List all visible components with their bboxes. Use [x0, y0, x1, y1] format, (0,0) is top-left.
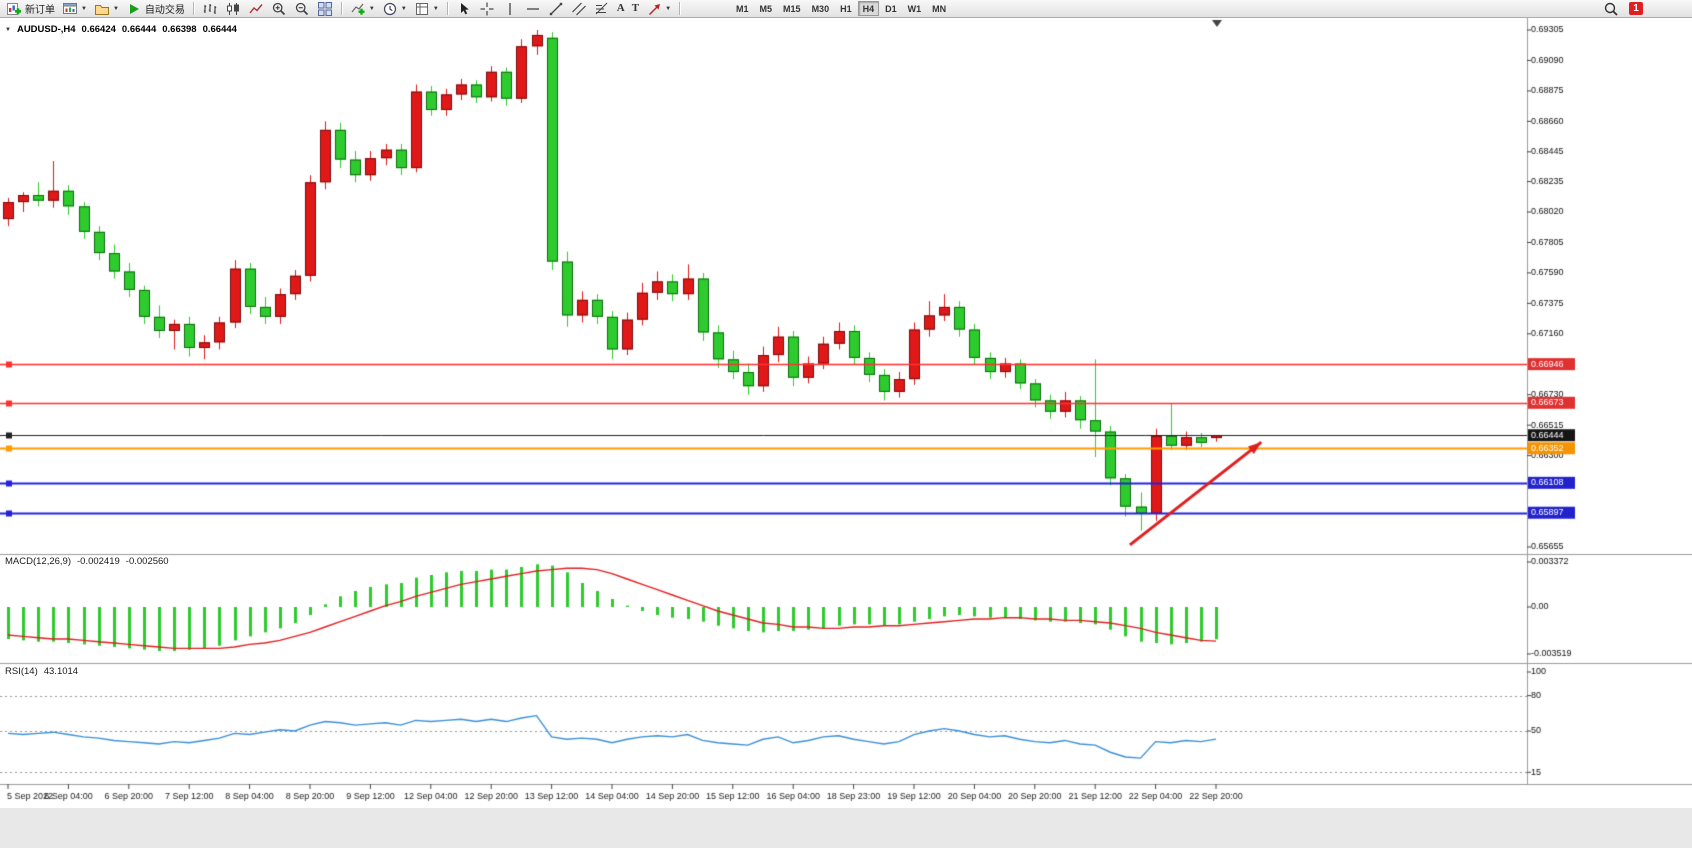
toolbar-separator: [192, 2, 194, 15]
charts-window-button[interactable]: ▼: [59, 1, 90, 17]
text-label-t-icon: T: [631, 2, 640, 14]
auto-trading-play-icon: [129, 3, 139, 14]
line-chart-icon: [249, 3, 263, 13]
toolbar-separator: [679, 2, 681, 15]
chevron-down-icon: ▼: [368, 5, 375, 12]
new-order-button[interactable]: 新订单: [3, 1, 58, 17]
ohlc-close: 0.66444: [202, 24, 237, 35]
profiles-folder-icon: [94, 4, 109, 15]
candlestick-icon: [226, 2, 239, 15]
main-toolbar: 新订单 ▼ ▼ 自动交易: [0, 0, 1692, 18]
text-tool-button[interactable]: A: [614, 1, 628, 17]
candlestick-mode-button[interactable]: [222, 1, 244, 17]
search-icon: [1604, 2, 1618, 16]
new-order-label: 新订单: [25, 5, 55, 16]
chevron-down-icon: ▼: [665, 5, 672, 12]
vertical-line-icon: [509, 2, 511, 15]
fibonacci-icon: [595, 2, 608, 14]
toolbar-separator: [340, 2, 342, 15]
ohlc-open: 0.66424: [81, 24, 116, 35]
timeframe-h1-button[interactable]: H1: [835, 1, 857, 16]
rsi-value: 43.1014: [43, 666, 79, 677]
timeframe-mn-button[interactable]: MN: [927, 1, 951, 16]
chevron-down-icon: ▼: [400, 5, 407, 12]
toolbar-separator: [446, 2, 448, 15]
zoom-in-button[interactable]: [268, 1, 290, 17]
indicators-button[interactable]: ▼: [347, 1, 378, 17]
periods-button[interactable]: ▼: [379, 1, 410, 17]
ohlc-high: 0.66444: [121, 24, 157, 35]
channel-tool-button[interactable]: [568, 1, 590, 17]
crosshair-icon: [480, 2, 494, 15]
timeframe-m5-button[interactable]: M5: [755, 1, 778, 16]
profiles-button[interactable]: ▼: [91, 1, 122, 17]
clock-icon: [383, 2, 396, 15]
rsi-name: RSI(14): [5, 666, 38, 677]
zoom-out-icon: [295, 2, 309, 15]
trendline-tool-button[interactable]: [545, 1, 567, 17]
notification-badge[interactable]: 1: [1629, 2, 1643, 15]
new-order-icon: [7, 2, 21, 15]
timeframe-h4-button[interactable]: H4: [857, 1, 880, 16]
macd-name: MACD(12,26,9): [5, 556, 71, 567]
tile-windows-button[interactable]: [314, 1, 336, 17]
timeframe-m1-button[interactable]: M1: [731, 1, 754, 16]
chevron-down-icon: ▼: [81, 5, 87, 12]
rsi-indicator-label: RSI(14) 43.1014: [5, 666, 78, 677]
text-a-icon: A: [616, 2, 625, 14]
horizontal-line-tool-button[interactable]: [522, 1, 544, 17]
ohlc-low: 0.66398: [162, 24, 197, 35]
timeframe-w1-button[interactable]: W1: [903, 1, 927, 16]
text-label-tool-button[interactable]: T: [629, 1, 642, 17]
zoom-in-icon: [272, 2, 286, 15]
search-button[interactable]: [1600, 1, 1622, 17]
macd-signal-value: -0.002560: [125, 556, 169, 567]
macd-indicator-label: MACD(12,26,9) -0.002419 -0.002560: [5, 556, 169, 567]
chart-window-icon: [63, 2, 77, 14]
timeframe-m15-button[interactable]: M15: [778, 1, 806, 16]
chart-ohlc-readout: ▼ AUDUSD-,H4 0.66424 0.66444 0.66398 0.6…: [5, 24, 237, 35]
macd-main-value: -0.002419: [77, 556, 120, 567]
zoom-out-button[interactable]: [291, 1, 313, 17]
timeframe-d1-button[interactable]: D1: [880, 1, 902, 16]
cursor-tool-button[interactable]: [453, 1, 475, 17]
crosshair-tool-button[interactable]: [476, 1, 498, 17]
line-chart-mode-button[interactable]: [245, 1, 267, 17]
toolbar-right-tools: 1: [1600, 1, 1643, 17]
vertical-line-tool-button[interactable]: [499, 1, 521, 17]
equidistant-channel-icon: [571, 2, 586, 15]
arrow-shape-icon: [649, 3, 661, 15]
auto-trading-label: 自动交易: [144, 5, 185, 16]
cursor-icon: [460, 2, 469, 14]
add-indicator-icon: [351, 3, 365, 15]
tile-windows-icon: [317, 1, 332, 16]
timeframe-toolbar: M1 M5 M15 M30 H1 H4 D1 W1 MN: [731, 1, 951, 16]
fibonacci-tool-button[interactable]: [591, 1, 613, 17]
timeframe-m30-button[interactable]: M30: [807, 1, 835, 16]
price-chart-canvas[interactable]: [0, 18, 1692, 808]
template-grid-icon: [415, 2, 428, 15]
templates-button[interactable]: ▼: [411, 1, 442, 17]
chart-symbol-period: AUDUSD-,H4: [16, 24, 76, 35]
arrows-tool-button[interactable]: ▼: [643, 1, 674, 17]
bar-chart-mode-button[interactable]: [199, 1, 221, 17]
chevron-down-icon: ▼: [432, 5, 439, 12]
ohlc-bars-icon: [203, 3, 217, 14]
auto-trading-button[interactable]: 自动交易: [123, 1, 188, 17]
chevron-down-icon: ▼: [112, 5, 119, 12]
trendline-icon: [549, 2, 562, 15]
chart-window: ▼ AUDUSD-,H4 0.66424 0.66444 0.66398 0.6…: [0, 18, 1692, 808]
horizontal-line-icon: [526, 7, 539, 10]
symbol-collapse-icon[interactable]: ▼: [5, 26, 11, 33]
